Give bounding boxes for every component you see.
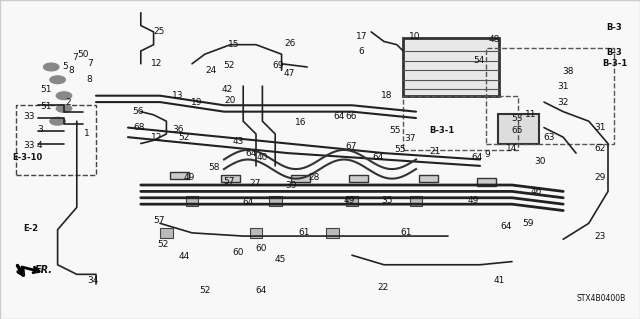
Bar: [291, 175, 310, 182]
Text: 64: 64: [471, 153, 483, 162]
Text: 57: 57: [153, 216, 164, 225]
Bar: [349, 175, 368, 182]
Text: 64: 64: [333, 112, 345, 121]
Text: 6: 6: [359, 47, 364, 56]
Text: 13: 13: [172, 91, 184, 100]
Text: 17: 17: [356, 32, 367, 41]
Text: 47: 47: [284, 69, 295, 78]
Text: 56: 56: [132, 107, 143, 116]
Text: 10: 10: [409, 32, 420, 41]
Text: 64: 64: [372, 153, 383, 162]
Bar: [477, 178, 496, 186]
Text: E-3-10: E-3-10: [12, 153, 42, 162]
Text: 7: 7: [87, 59, 92, 68]
Text: 50: 50: [77, 50, 89, 59]
Text: 52: 52: [223, 61, 235, 70]
Text: 43: 43: [232, 137, 244, 146]
Text: 59: 59: [522, 219, 534, 228]
Text: 46: 46: [531, 187, 542, 196]
Text: 18: 18: [381, 91, 393, 100]
Text: 1: 1: [84, 130, 89, 138]
Text: 66: 66: [345, 112, 356, 121]
Text: 53: 53: [511, 114, 523, 122]
Bar: [346, 196, 358, 206]
Text: 32: 32: [557, 98, 569, 107]
Text: 16: 16: [295, 118, 307, 127]
Circle shape: [50, 76, 65, 84]
Text: 69: 69: [273, 61, 284, 70]
Text: 39: 39: [285, 181, 297, 189]
Circle shape: [44, 63, 59, 71]
Text: 67: 67: [345, 142, 356, 151]
Circle shape: [56, 92, 72, 100]
Text: 33: 33: [23, 112, 35, 121]
Text: B-3-1: B-3-1: [429, 126, 454, 135]
Text: 7: 7: [73, 53, 78, 62]
FancyBboxPatch shape: [498, 114, 539, 144]
Text: 2: 2: [66, 98, 71, 107]
Text: 49: 49: [468, 197, 479, 205]
Text: 52: 52: [157, 240, 169, 249]
Text: 40: 40: [257, 153, 268, 162]
Text: 3: 3: [37, 125, 42, 134]
Text: 12: 12: [151, 133, 163, 142]
Text: 63: 63: [543, 133, 555, 142]
Text: 35: 35: [381, 197, 393, 205]
Text: 30: 30: [534, 157, 546, 166]
Text: 57: 57: [223, 177, 235, 186]
Text: 37: 37: [404, 134, 415, 143]
Text: 45: 45: [275, 256, 286, 264]
Text: 62: 62: [595, 144, 606, 153]
Text: 54: 54: [473, 56, 484, 65]
Text: B-3-1: B-3-1: [602, 59, 627, 68]
Text: 31: 31: [595, 123, 606, 132]
Circle shape: [56, 105, 72, 112]
Text: 51: 51: [40, 102, 52, 111]
Text: 44: 44: [179, 252, 190, 261]
Text: 25: 25: [153, 27, 164, 36]
Text: 64: 64: [500, 222, 511, 231]
Text: 4: 4: [37, 141, 42, 150]
Text: 11: 11: [525, 110, 537, 119]
Text: 64: 64: [255, 286, 267, 295]
Text: 60: 60: [232, 248, 244, 256]
Text: 55: 55: [390, 126, 401, 135]
Text: 64: 64: [243, 198, 254, 207]
Text: 5: 5: [63, 63, 68, 71]
Text: 22: 22: [377, 283, 388, 292]
Text: 60: 60: [255, 244, 267, 253]
Bar: [326, 228, 339, 238]
Text: 52: 52: [179, 133, 190, 142]
Text: 41: 41: [493, 276, 505, 285]
Bar: [221, 175, 240, 182]
Bar: [160, 228, 173, 238]
Text: 24: 24: [205, 66, 217, 75]
Text: 36: 36: [172, 125, 184, 134]
Text: 64: 64: [246, 149, 257, 158]
Text: 52: 52: [199, 286, 211, 295]
Text: B-3: B-3: [607, 23, 622, 32]
Text: 26: 26: [284, 39, 296, 48]
Bar: [186, 196, 198, 206]
Text: 31: 31: [557, 82, 569, 91]
Text: 34: 34: [87, 276, 99, 285]
Text: 49: 49: [183, 173, 195, 182]
FancyBboxPatch shape: [403, 38, 499, 96]
Text: 49: 49: [343, 197, 355, 205]
Text: E-2: E-2: [23, 224, 38, 233]
Bar: [419, 175, 438, 182]
Text: 58: 58: [209, 163, 220, 172]
Text: 48: 48: [488, 35, 500, 44]
Text: 21: 21: [429, 147, 441, 156]
Bar: [269, 196, 282, 206]
Text: 20: 20: [225, 96, 236, 105]
Text: 19: 19: [191, 98, 203, 107]
Text: B-3: B-3: [607, 48, 622, 57]
Text: 55: 55: [394, 145, 406, 154]
Text: 68: 68: [134, 123, 145, 132]
Text: 51: 51: [40, 85, 52, 94]
Text: 14: 14: [506, 144, 518, 153]
Text: 27: 27: [249, 179, 260, 188]
Text: 33: 33: [23, 141, 35, 150]
